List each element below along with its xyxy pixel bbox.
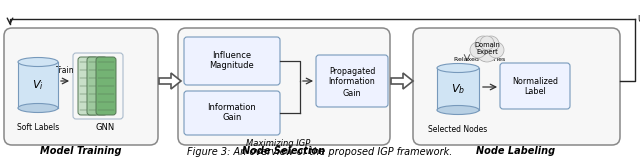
Text: Selected Nodes: Selected Nodes	[428, 124, 488, 134]
Bar	[18, 62, 58, 108]
Circle shape	[480, 36, 494, 50]
Text: Maximizing IGP: Maximizing IGP	[246, 138, 310, 148]
Text: Expert: Expert	[476, 49, 498, 55]
Text: Soft Labels: Soft Labels	[17, 122, 59, 131]
Ellipse shape	[18, 104, 58, 113]
Text: Information: Information	[328, 77, 376, 86]
Circle shape	[470, 42, 486, 58]
Text: Relaxed Queries: Relaxed Queries	[454, 56, 506, 62]
Ellipse shape	[437, 63, 479, 73]
Circle shape	[476, 40, 498, 62]
Text: Figure 3: An overview of the proposed IGP framework.: Figure 3: An overview of the proposed IG…	[188, 147, 452, 157]
FancyBboxPatch shape	[184, 37, 280, 85]
Circle shape	[475, 36, 491, 52]
FancyBboxPatch shape	[78, 57, 98, 115]
Text: $\it{V}_b$: $\it{V}_b$	[451, 82, 465, 96]
Ellipse shape	[437, 106, 479, 114]
FancyBboxPatch shape	[96, 57, 116, 115]
Text: Label: Label	[524, 87, 546, 97]
Polygon shape	[391, 73, 413, 89]
FancyBboxPatch shape	[413, 28, 620, 145]
Bar	[437, 68, 479, 110]
Text: Influence: Influence	[212, 51, 252, 59]
Circle shape	[483, 36, 499, 52]
Text: Update: Update	[637, 15, 640, 24]
Text: Train: Train	[56, 66, 74, 75]
Text: Model Training: Model Training	[40, 146, 122, 156]
Text: Magnitude: Magnitude	[210, 62, 254, 70]
Ellipse shape	[18, 58, 58, 66]
Text: Node Labeling: Node Labeling	[476, 146, 556, 156]
Text: Gain: Gain	[343, 89, 361, 97]
FancyBboxPatch shape	[4, 28, 158, 145]
Text: Gain: Gain	[222, 114, 242, 122]
Circle shape	[488, 42, 504, 58]
Text: GNN: GNN	[95, 122, 115, 131]
FancyBboxPatch shape	[87, 57, 107, 115]
Text: Information: Information	[207, 103, 257, 111]
Text: $\it{V}_i$: $\it{V}_i$	[32, 78, 44, 92]
FancyBboxPatch shape	[178, 28, 390, 145]
Text: Normalized: Normalized	[512, 76, 558, 86]
Text: Domain: Domain	[474, 42, 500, 48]
FancyBboxPatch shape	[500, 63, 570, 109]
Polygon shape	[159, 73, 181, 89]
Text: Propagated: Propagated	[329, 66, 375, 76]
FancyBboxPatch shape	[184, 91, 280, 135]
FancyBboxPatch shape	[316, 55, 388, 107]
Text: Node Selection: Node Selection	[243, 146, 326, 156]
